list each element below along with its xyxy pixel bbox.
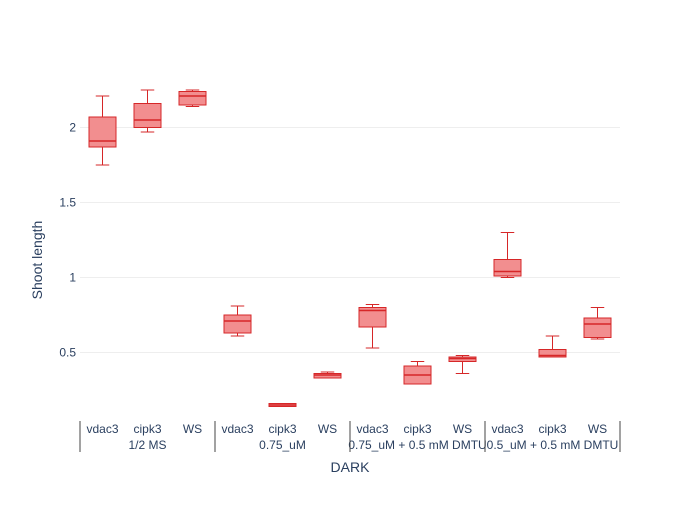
grid-lines xyxy=(80,127,620,353)
box-iqr xyxy=(493,259,522,277)
x-group-label: 1/2 MS xyxy=(128,438,166,452)
box-iqr xyxy=(88,116,117,148)
box-vdac3-1 xyxy=(223,305,252,337)
y-tick-label: 0.5 xyxy=(59,346,76,360)
x-tick-label: cipk3 xyxy=(268,422,296,436)
x-tick-label: vdac3 xyxy=(356,422,388,436)
y-tick-label: 2 xyxy=(69,121,76,135)
box-cipk3-3 xyxy=(538,335,567,358)
x-tick-label: vdac3 xyxy=(491,422,523,436)
x-tick-label: cipk3 xyxy=(538,422,566,436)
box-cipk3-1 xyxy=(268,403,297,407)
box-iqr xyxy=(223,314,252,334)
box-iqr xyxy=(583,317,612,338)
box-WS-0 xyxy=(178,89,207,107)
x-tick-label: cipk3 xyxy=(403,422,431,436)
y-tick-label: 1 xyxy=(69,271,76,285)
y-axis-label: Shoot length xyxy=(29,221,45,300)
x-tick-label: cipk3 xyxy=(133,422,161,436)
x-axis: vdac3 cipk3 WS 1/2 MS vdac3 cipk3 WS 0.75_uM vda… xyxy=(79,421,621,452)
x-axis-label: DARK xyxy=(331,459,371,475)
x-tick-label: WS xyxy=(183,422,202,436)
x-tick-label: WS xyxy=(318,422,337,436)
box-vdac3-2 xyxy=(358,304,387,349)
box-WS-2 xyxy=(448,355,477,374)
box-vdac3-0 xyxy=(88,95,117,166)
box-cipk3-2 xyxy=(403,361,432,385)
x-tick-label: WS xyxy=(588,422,607,436)
box-WS-1 xyxy=(313,371,342,379)
y-tick-label: 1.5 xyxy=(59,196,76,210)
box-WS-3 xyxy=(583,307,612,340)
x-tick-label: vdac3 xyxy=(86,422,118,436)
box-vdac3-3 xyxy=(493,232,522,278)
x-tick-label: WS xyxy=(453,422,472,436)
x-group-label: 0.75_uM + 0.5 mM DMTU xyxy=(348,438,486,452)
x-tick-label: vdac3 xyxy=(221,422,253,436)
y-axis-ticks: 0.5 1 1.5 2 xyxy=(59,121,76,360)
box-iqr xyxy=(133,103,162,128)
box-cipk3-0 xyxy=(133,89,162,133)
x-group-label: 0.75_uM xyxy=(259,438,306,452)
box-iqr xyxy=(358,307,387,328)
box-series xyxy=(88,89,612,407)
x-group-label: 0.5_uM + 0.5 mM DMTU xyxy=(487,438,619,452)
box-iqr xyxy=(178,91,207,106)
box-iqr xyxy=(538,349,567,358)
